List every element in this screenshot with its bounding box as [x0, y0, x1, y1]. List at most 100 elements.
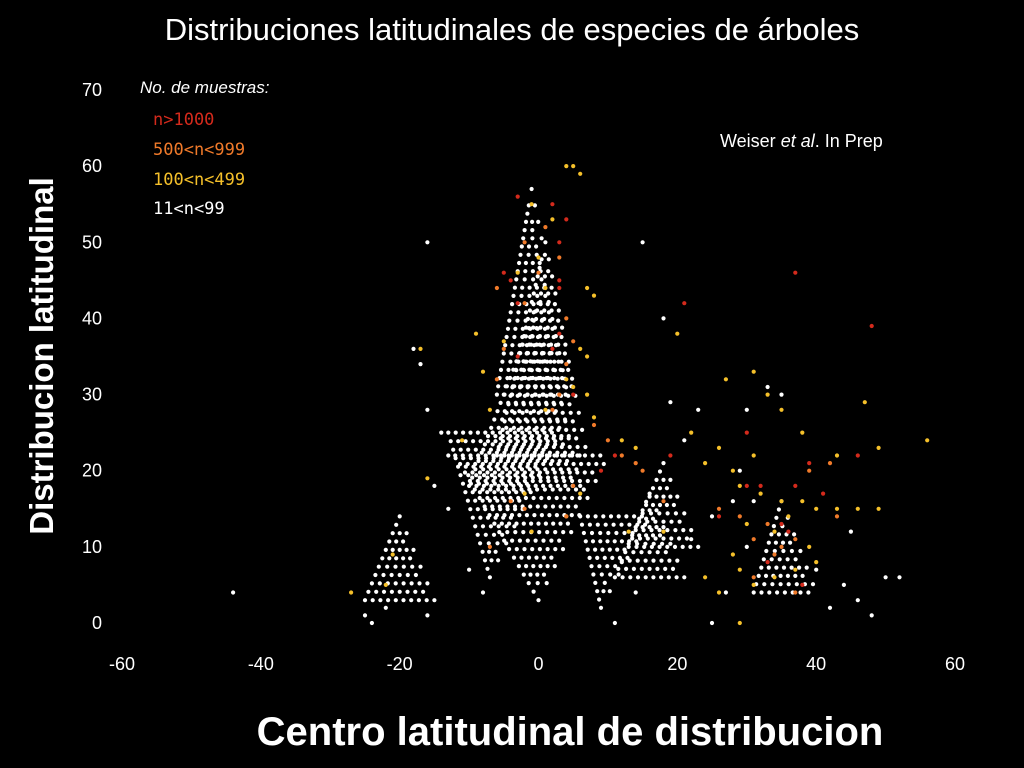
data-point-500-n-999 [487, 544, 492, 550]
data-point-500-n-999 [716, 506, 722, 511]
data-point-11-n-99 [756, 573, 761, 579]
data-point-11-n-99 [538, 439, 543, 444]
data-point-100-n-499 [515, 270, 520, 275]
data-point-100-n-499 [689, 430, 694, 435]
data-point-11-n-99 [477, 470, 483, 475]
data-point-11-n-99 [677, 519, 682, 524]
data-point-11-n-99 [560, 368, 565, 373]
data-point-n-1000 [515, 194, 520, 199]
data-point-100-n-499 [460, 438, 465, 443]
data-point-11-n-99 [680, 544, 685, 550]
data-point-11-n-99 [606, 530, 611, 536]
data-point-11-n-99 [509, 392, 514, 397]
data-point-11-n-99 [424, 598, 429, 603]
data-point-11-n-99 [622, 530, 627, 536]
data-point-11-n-99 [507, 470, 512, 475]
data-point-11-n-99 [744, 544, 749, 550]
data-point-11-n-99 [546, 299, 551, 305]
data-point-n-1000 [501, 270, 506, 275]
data-point-11-n-99 [370, 598, 375, 603]
data-point-11-n-99 [546, 269, 551, 274]
data-point-11-n-99 [468, 456, 473, 461]
data-point-11-n-99 [538, 325, 543, 330]
data-point-11-n-99 [696, 544, 701, 550]
data-point-11-n-99 [390, 531, 395, 536]
data-point-11-n-99 [489, 558, 494, 563]
data-point-11-n-99 [505, 507, 510, 512]
data-point-11-n-99 [393, 581, 398, 586]
data-point-11-n-99 [529, 473, 534, 478]
data-point-11-n-99 [654, 525, 659, 530]
data-point-11-n-99 [657, 544, 662, 550]
data-point-11-n-99 [485, 434, 491, 439]
data-point-11-n-99 [531, 417, 536, 422]
data-point-100-n-499 [744, 521, 749, 527]
data-point-11-n-99 [518, 447, 524, 452]
credit-annotation: Weiser et al. In Prep [720, 131, 883, 152]
y-tick-label: 0 [92, 613, 102, 633]
data-point-11-n-99 [485, 439, 491, 444]
data-point-500-n-999 [557, 255, 562, 260]
data-point-11-n-99 [511, 447, 516, 452]
data-point-11-n-99 [642, 544, 647, 550]
data-point-11-n-99 [611, 522, 616, 527]
data-point-11-n-99 [616, 566, 621, 572]
data-point-11-n-99 [519, 555, 524, 560]
data-point-11-n-99 [534, 326, 539, 331]
data-point-100-n-499 [862, 400, 867, 405]
data-point-11-n-99 [549, 285, 554, 290]
data-point-11-n-99 [536, 598, 541, 603]
data-point-11-n-99 [798, 548, 803, 554]
data-point-11-n-99 [774, 515, 779, 520]
data-point-100-n-499 [591, 293, 597, 298]
data-point-11-n-99 [605, 539, 610, 544]
data-point-11-n-99 [409, 598, 414, 603]
data-point-11-n-99 [797, 565, 802, 570]
data-point-11-n-99 [643, 558, 648, 563]
data-point-11-n-99 [487, 549, 492, 554]
data-point-11-n-99 [418, 362, 423, 367]
data-point-11-n-99 [555, 483, 561, 488]
data-point-11-n-99 [492, 475, 498, 480]
data-point-11-n-99 [543, 293, 548, 298]
data-point-11-n-99 [497, 473, 502, 478]
data-point-11-n-99 [558, 467, 563, 472]
data-point-11-n-99 [619, 539, 625, 544]
data-point-11-n-99 [778, 573, 783, 579]
data-point-11-n-99 [616, 514, 621, 519]
data-point-11-n-99 [531, 277, 536, 282]
credit-author: Weiser [720, 131, 781, 151]
data-point-11-n-99 [514, 442, 519, 447]
data-point-11-n-99 [564, 427, 569, 432]
data-point-n-1000 [744, 483, 749, 488]
data-point-11-n-99 [381, 572, 386, 578]
data-point-11-n-99 [515, 434, 520, 439]
data-point-11-n-99 [401, 564, 406, 569]
data-point-11-n-99 [519, 293, 524, 298]
data-point-500-n-999 [779, 544, 784, 550]
data-point-11-n-99 [387, 539, 392, 544]
data-point-11-n-99 [616, 572, 621, 577]
data-point-11-n-99 [654, 508, 659, 513]
data-point-11-n-99 [548, 483, 553, 488]
data-point-11-n-99 [594, 461, 599, 467]
data-point-100-n-499 [564, 377, 569, 382]
data-point-11-n-99 [506, 442, 511, 447]
data-point-11-n-99 [535, 293, 540, 298]
data-point-11-n-99 [529, 186, 534, 192]
data-point-11-n-99 [689, 528, 694, 533]
data-point-11-n-99 [553, 409, 558, 414]
data-point-11-n-99 [539, 495, 544, 501]
data-point-n-1000 [550, 346, 555, 351]
data-point-11-n-99 [555, 450, 560, 455]
data-point-11-n-99 [549, 430, 555, 435]
data-point-11-n-99 [575, 453, 580, 458]
data-point-11-n-99 [827, 605, 833, 610]
data-point-11-n-99 [556, 318, 561, 323]
data-point-11-n-99 [674, 575, 679, 580]
data-point-11-n-99 [527, 367, 532, 372]
data-point-11-n-99 [574, 467, 579, 472]
data-point-11-n-99 [536, 301, 541, 306]
data-point-11-n-99 [774, 565, 779, 570]
data-point-100-n-499 [585, 392, 590, 397]
